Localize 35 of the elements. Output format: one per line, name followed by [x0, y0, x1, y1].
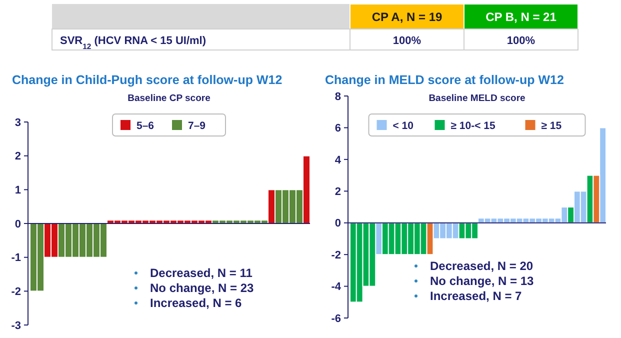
y-tick-label: -1 — [11, 252, 21, 264]
legend-label: 5–6 — [136, 120, 154, 132]
category-label: CP B, N = 21 — [486, 10, 557, 24]
text: 100% — [392, 35, 422, 47]
text: SVR$_{12}$ (HCV RNA < 15 UI/ml) — [60, 35, 206, 50]
y-tick-label: -4 — [331, 281, 342, 294]
y-tick-label: -3 — [11, 320, 21, 332]
category-label: CP A, N = 19 — [372, 10, 443, 24]
y-tick-label: 6 — [334, 122, 341, 135]
annotation: Decreased, N = 20 — [430, 259, 534, 273]
legend-label: ≥ 10-< 15 — [450, 120, 496, 132]
annotation: Decreased, N = 11 — [150, 266, 253, 280]
chart-title: Change in Child-Pugh score at follow-up W12 — [12, 73, 282, 87]
chart-title: Change in MELD score at follow-up W12 — [325, 73, 564, 87]
legend-label: 7–9 — [188, 120, 206, 132]
annotation: Increased, N = 7 — [430, 289, 522, 303]
y-tick-label: 1 — [14, 184, 21, 197]
y-tick-label: -6 — [331, 312, 341, 325]
y-tick-label: -2 — [11, 286, 21, 298]
legend-label: ≥ 15 — [541, 120, 562, 132]
y-tick-label: -2 — [331, 249, 341, 262]
text: 100% — [506, 35, 536, 47]
legend-title: Baseline MELD score — [428, 93, 526, 104]
annotation: No change, N = 13 — [430, 274, 534, 288]
legend-title: Baseline CP score — [128, 93, 210, 104]
y-tick-label: 0 — [334, 218, 341, 230]
y-tick-label: 3 — [14, 116, 21, 129]
annotation: No change, N = 23 — [150, 281, 254, 295]
legend-label: < 10 — [392, 120, 414, 132]
y-tick-label: 2 — [14, 150, 21, 163]
y-tick-label: 8 — [334, 90, 341, 103]
y-tick-label: 4 — [334, 154, 342, 166]
y-tick-label: 2 — [334, 186, 341, 198]
y-tick-label: 0 — [14, 218, 21, 230]
annotation: Increased, N = 6 — [150, 296, 242, 310]
